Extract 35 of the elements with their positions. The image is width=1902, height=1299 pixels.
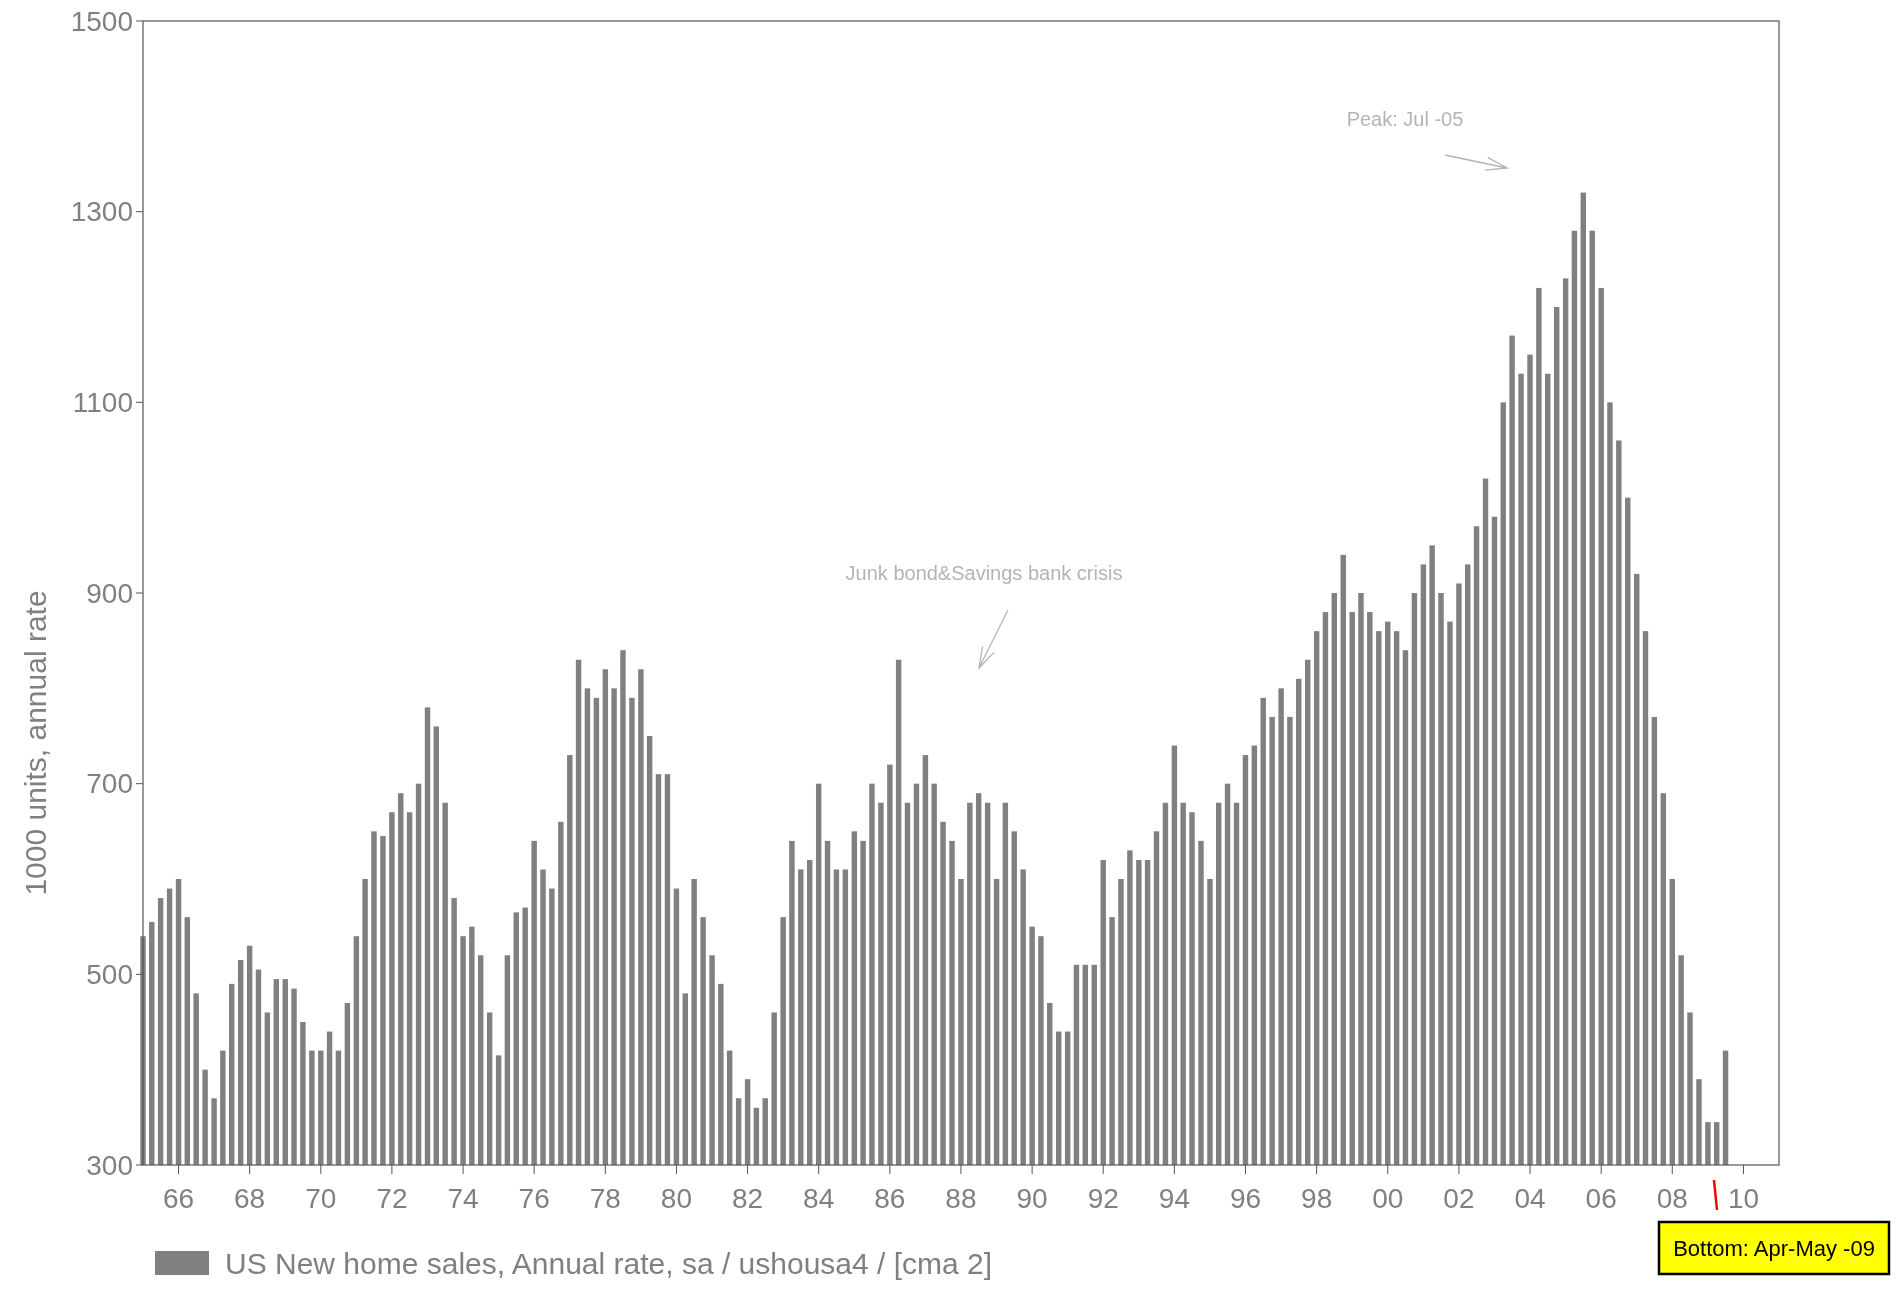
legend-label: US New home sales, Annual rate, sa / ushousa4 / [cma 2] — [225, 1246, 993, 1280]
x-tick-label: 00 — [1372, 1183, 1404, 1214]
y-tick-label: 1500 — [70, 5, 133, 37]
x-tick-label: 80 — [660, 1183, 692, 1214]
y-tick-label: 1100 — [72, 387, 133, 419]
x-tick-label: 84 — [803, 1183, 835, 1214]
x-tick-label: 10 — [1727, 1183, 1760, 1214]
y-tick-label: 1300 — [70, 196, 133, 228]
x-tick-label: 76 — [518, 1183, 550, 1214]
y-tick-label: 300 — [86, 1149, 133, 1181]
annotation: Peak: Jul -05 — [1346, 108, 1464, 130]
x-tick-label: 90 — [1016, 1183, 1048, 1214]
x-tick-label: 70 — [305, 1183, 337, 1214]
x-tick-label: 98 — [1301, 1183, 1333, 1214]
x-tick-label: 96 — [1229, 1183, 1262, 1214]
x-tick-label: 94 — [1158, 1183, 1190, 1214]
y-tick-label: 900 — [86, 577, 133, 609]
x-tick-label: 74 — [447, 1183, 479, 1214]
y-tick-label: 500 — [86, 959, 133, 991]
x-tick-label: 86 — [874, 1183, 906, 1214]
x-tick-label: 08 — [1656, 1183, 1688, 1214]
x-tick-label: 68 — [234, 1183, 266, 1214]
x-tick-label: 66 — [162, 1183, 195, 1214]
x-tick-label: 78 — [589, 1183, 621, 1214]
x-tick-label: 92 — [1087, 1183, 1119, 1214]
annotation: Junk bond&Savings bank crisis — [845, 562, 1123, 584]
text: Bottom: Apr-May -09 — [1673, 1235, 1875, 1261]
x-tick-label: 06 — [1585, 1183, 1617, 1214]
y-tick-label: 700 — [86, 768, 133, 800]
x-tick-label: 72 — [376, 1183, 408, 1214]
x-tick-label: 82 — [732, 1183, 764, 1214]
x-tick-label: 88 — [945, 1183, 977, 1214]
x-tick-label: 04 — [1514, 1183, 1546, 1214]
y-axis-title: 1000 units, annual rate — [19, 590, 52, 896]
x-tick-label: 02 — [1443, 1183, 1475, 1214]
